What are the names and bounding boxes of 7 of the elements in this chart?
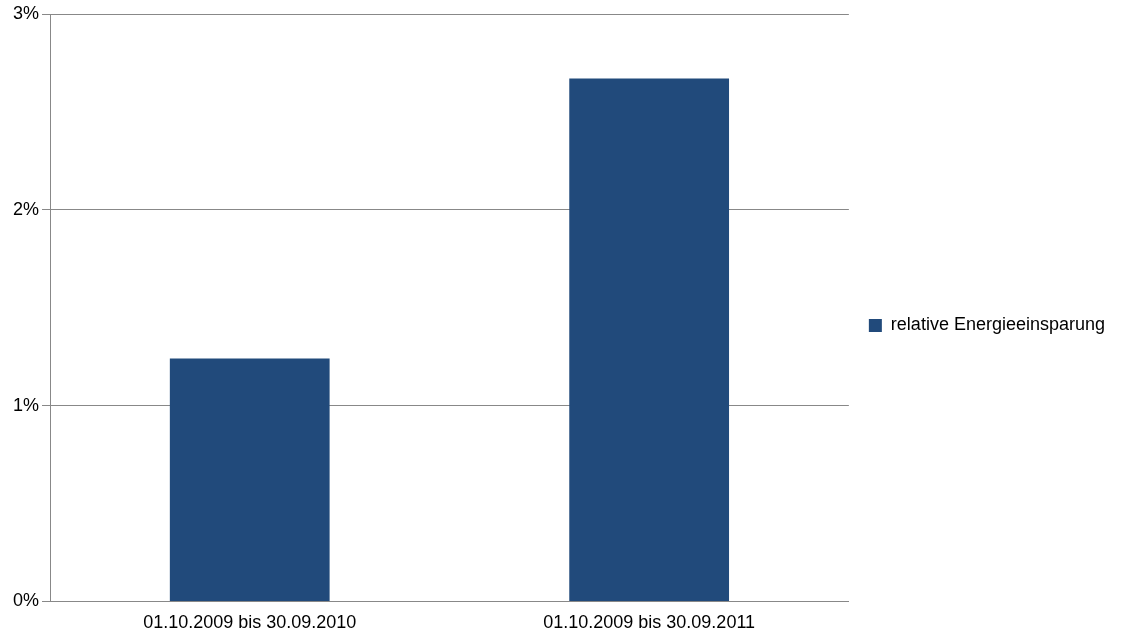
- legend-label: relative Energieeinsparung: [890, 314, 1105, 335]
- y-tick-label: 2%: [13, 198, 40, 219]
- x-tick-label: 01.10.2009 bis 30.09.2011: [543, 612, 756, 633]
- y-tick-label: 1%: [13, 394, 40, 415]
- y-tick-label: 0%: [13, 590, 40, 611]
- y-tick-label: 3%: [13, 2, 40, 23]
- x-tick-label: 01.10.2009 bis 30.09.2010: [143, 612, 357, 633]
